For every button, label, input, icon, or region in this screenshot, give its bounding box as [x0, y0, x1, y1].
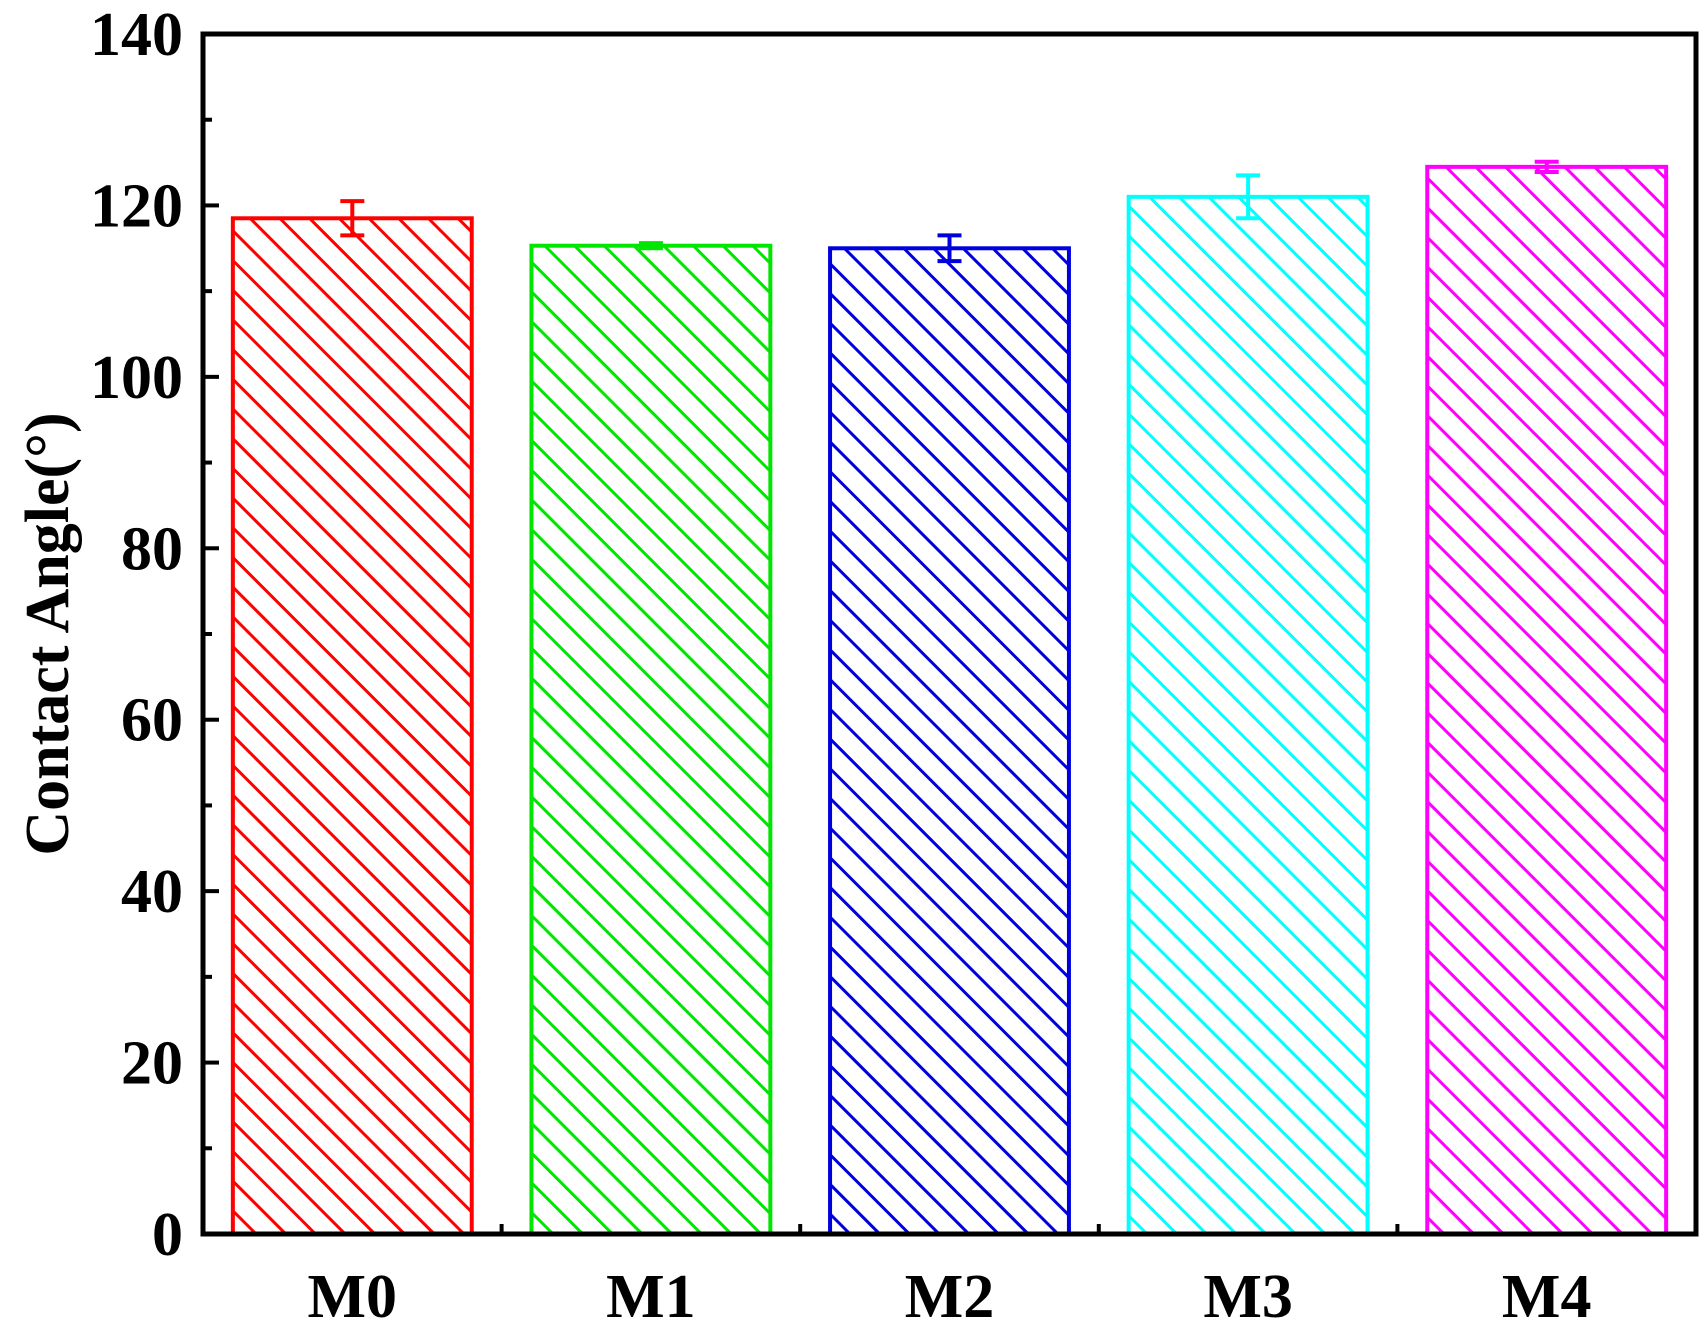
error-bar-M2	[937, 233, 962, 264]
x-tick-label: M3	[1203, 1263, 1293, 1329]
x-tick-label: M2	[905, 1263, 995, 1329]
error-bar-M0	[340, 199, 365, 238]
y-tick-label: 140	[90, 1, 183, 69]
bars-layer	[230, 164, 1669, 1237]
y-tick-label: 120	[90, 172, 183, 240]
x-tick-label: M1	[606, 1263, 696, 1329]
x-axis: M0 M1 M2 M3 M4	[308, 1224, 1592, 1329]
y-tick-label: 80	[121, 515, 183, 583]
bar-M1	[529, 243, 773, 1236]
error-bar-M3	[1236, 173, 1261, 221]
y-tick-label: 0	[152, 1201, 183, 1269]
x-tick-label: M0	[308, 1263, 398, 1329]
error-bar-M4	[1534, 159, 1559, 174]
error-bar-M1	[638, 241, 663, 251]
x-tick-label: M4	[1502, 1263, 1592, 1329]
bar-M3	[1126, 194, 1370, 1236]
y-axis: 0 20 40 60 80 100 120 140	[90, 1, 219, 1269]
bar-M2	[828, 246, 1071, 1237]
error-bars-layer	[340, 159, 1559, 264]
y-tick-label: 60	[121, 687, 183, 755]
y-tick-label: 20	[121, 1030, 183, 1098]
y-tick-label: 40	[121, 858, 183, 926]
y-tick-label: 100	[90, 344, 183, 412]
y-axis-title: Contact Angle(°)	[14, 412, 82, 855]
bar-M4	[1425, 164, 1669, 1236]
bar-M0	[230, 216, 474, 1237]
